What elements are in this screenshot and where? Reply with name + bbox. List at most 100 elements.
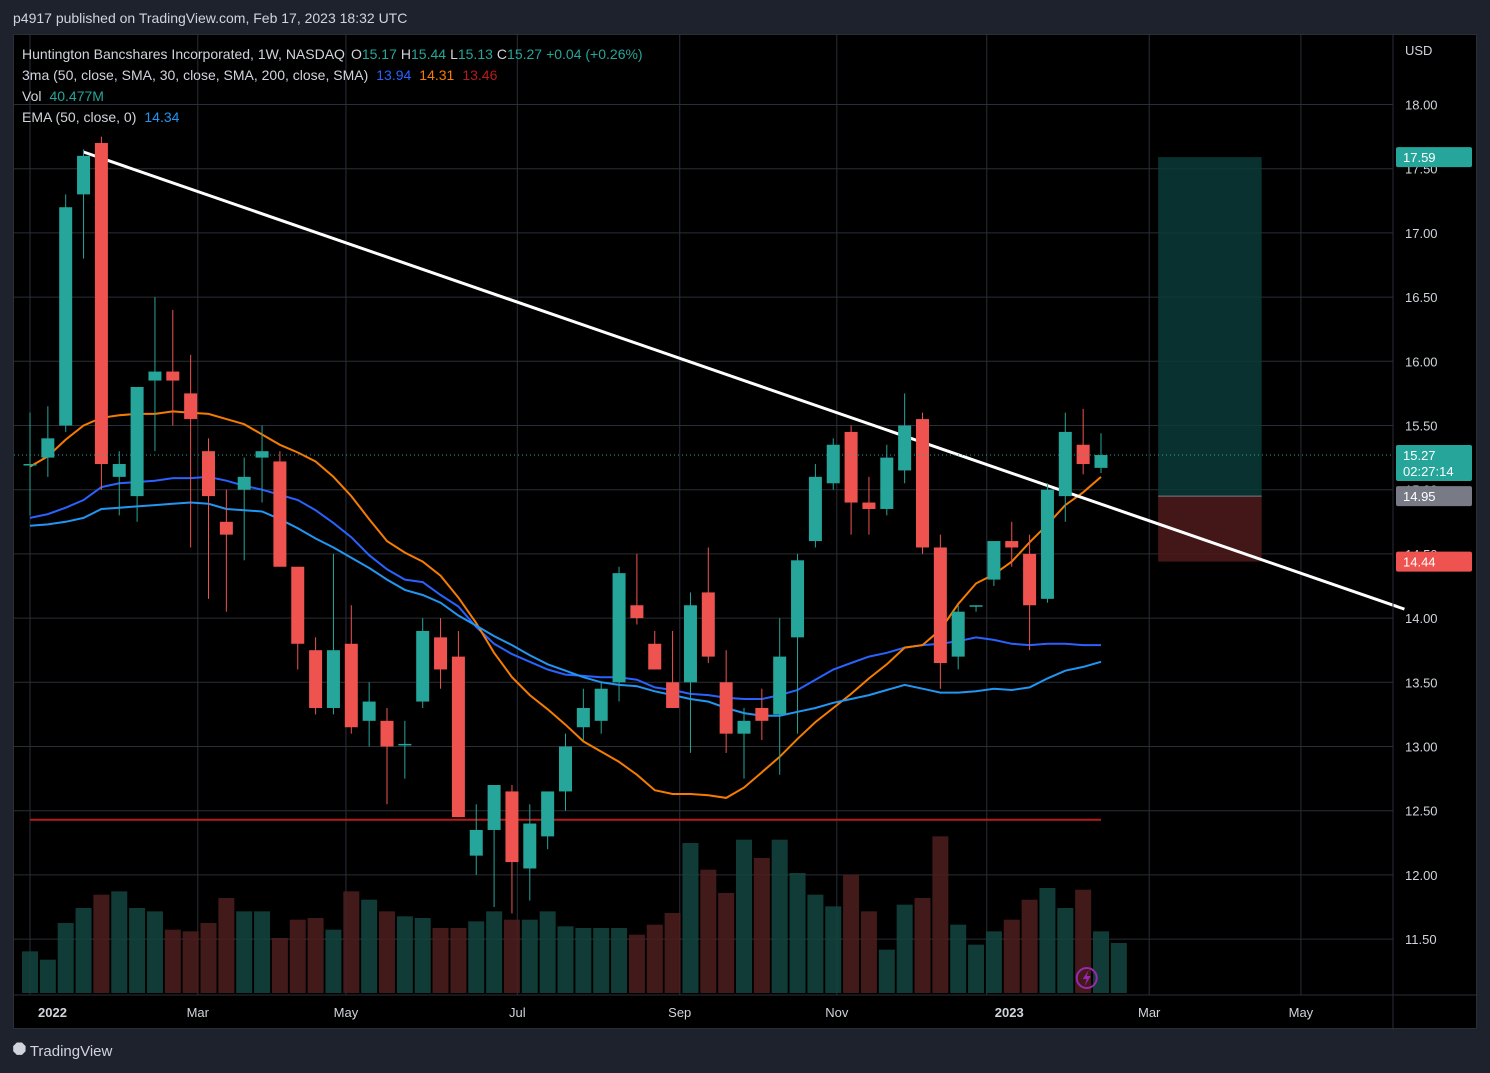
candle-body — [951, 611, 965, 657]
candle-body — [505, 791, 519, 863]
candle-body — [23, 464, 37, 466]
candle-body — [434, 637, 448, 670]
volume-bar — [878, 949, 895, 993]
time-tick-label: Mar — [187, 1005, 210, 1020]
vol-label: Vol — [22, 88, 42, 104]
candle — [576, 688, 590, 741]
candle-body — [559, 746, 572, 792]
volume-bar — [771, 839, 788, 993]
candle-body — [273, 461, 287, 567]
volume-bar — [557, 926, 574, 993]
candle — [737, 707, 751, 779]
volume-bar — [486, 911, 503, 993]
symbol-title[interactable]: Huntington Bancshares Incorporated, 1W, … — [22, 46, 345, 62]
candle-body — [701, 592, 715, 657]
low-value: 15.13 — [457, 46, 493, 62]
candle — [94, 136, 108, 490]
candle — [987, 541, 1001, 586]
volume-bar — [789, 873, 806, 993]
candle — [309, 637, 323, 715]
candle-body — [202, 451, 215, 497]
target-price-tag-bg — [1396, 147, 1472, 168]
candles — [23, 136, 1108, 914]
candle-body — [41, 438, 55, 458]
candle — [1058, 412, 1072, 522]
volume-bar — [468, 921, 485, 993]
volume-bar — [93, 894, 110, 993]
candle-body — [755, 707, 769, 721]
candle — [487, 785, 501, 907]
stop-price-tag-text: 14.44 — [1403, 555, 1436, 570]
candle — [148, 297, 162, 452]
chart-frame[interactable]: USD18.0017.5017.0016.5016.0015.5015.0014… — [13, 34, 1478, 1030]
volume-bar — [950, 924, 967, 993]
volume-bar — [236, 911, 253, 993]
candle-body — [648, 643, 662, 670]
volume-bar — [646, 924, 663, 993]
ma-label: 3ma (50, close, SMA, 30, close, SMA, 200… — [22, 67, 369, 83]
candle-body — [77, 155, 91, 195]
price-tick-label: 12.00 — [1405, 868, 1438, 883]
last-price-tag-bg — [1396, 445, 1472, 482]
volume-bar — [1057, 908, 1074, 993]
time-tick-label: May — [1289, 1005, 1314, 1020]
sma30-line — [29, 410, 1102, 799]
candle — [434, 618, 448, 689]
candle — [112, 451, 126, 516]
candle-body — [1058, 431, 1072, 497]
candle-body — [987, 541, 1001, 580]
price-tick-label: 16.00 — [1405, 354, 1438, 369]
candle — [791, 553, 805, 734]
candle-body — [469, 829, 483, 856]
ma2-value: 14.31 — [419, 67, 455, 83]
candle-body — [309, 650, 323, 708]
candle-body — [880, 457, 894, 509]
lightning-icon[interactable] — [1075, 967, 1098, 989]
volume-bar — [932, 836, 949, 993]
candle — [844, 425, 858, 535]
candle — [808, 464, 822, 548]
volume-bar — [628, 934, 645, 993]
candle — [755, 688, 769, 741]
candle — [826, 438, 840, 490]
close-value: 15.27 — [507, 46, 543, 62]
candle-body — [933, 547, 947, 664]
volume-bar — [807, 894, 824, 993]
candle — [541, 791, 555, 850]
volume-bar — [539, 911, 556, 993]
candle — [951, 605, 965, 670]
candle-body — [898, 425, 912, 471]
candle-body — [59, 207, 73, 426]
volume-bar — [182, 931, 199, 993]
candle — [255, 425, 269, 503]
close-label: C — [496, 46, 508, 62]
legend-ma-row[interactable]: 3ma (50, close, SMA, 30, close, SMA, 200… — [22, 67, 501, 83]
price-tick-label: 13.00 — [1405, 740, 1438, 755]
target-price-tag-text: 17.59 — [1403, 150, 1436, 165]
ma1-value: 13.94 — [376, 67, 412, 83]
candle — [416, 618, 430, 708]
candle-body — [362, 701, 376, 721]
volume-bar — [914, 898, 931, 993]
candle — [23, 412, 37, 516]
candle — [862, 476, 876, 535]
candle-body — [969, 605, 983, 607]
candle — [362, 682, 376, 747]
price-chart[interactable]: USD18.0017.5017.0016.5016.0015.5015.0014… — [14, 35, 1478, 1030]
candle-body — [737, 720, 751, 734]
volume-bar — [289, 919, 306, 993]
volume-bar — [825, 906, 842, 993]
entry-price-tag-text: 14.95 — [1403, 489, 1436, 504]
legend-symbol-row: Huntington Bancshares Incorporated, 1W, … — [22, 46, 647, 62]
candle-body — [398, 743, 412, 746]
candle-body — [487, 785, 501, 830]
candle-body — [416, 630, 430, 702]
legend-vol-row[interactable]: Vol 40.477M — [22, 88, 108, 104]
legend-ema-row[interactable]: EMA (50, close, 0) 14.34 — [22, 109, 183, 125]
price-tick-label: 16.50 — [1405, 290, 1438, 305]
volume-bars — [22, 836, 1127, 993]
volume-bar — [896, 904, 913, 993]
tradingview-brand: TradingView — [29, 1042, 113, 1060]
candle-body — [219, 521, 233, 535]
tradingview-logo[interactable]: ⯃ TradingView — [13, 1042, 112, 1060]
